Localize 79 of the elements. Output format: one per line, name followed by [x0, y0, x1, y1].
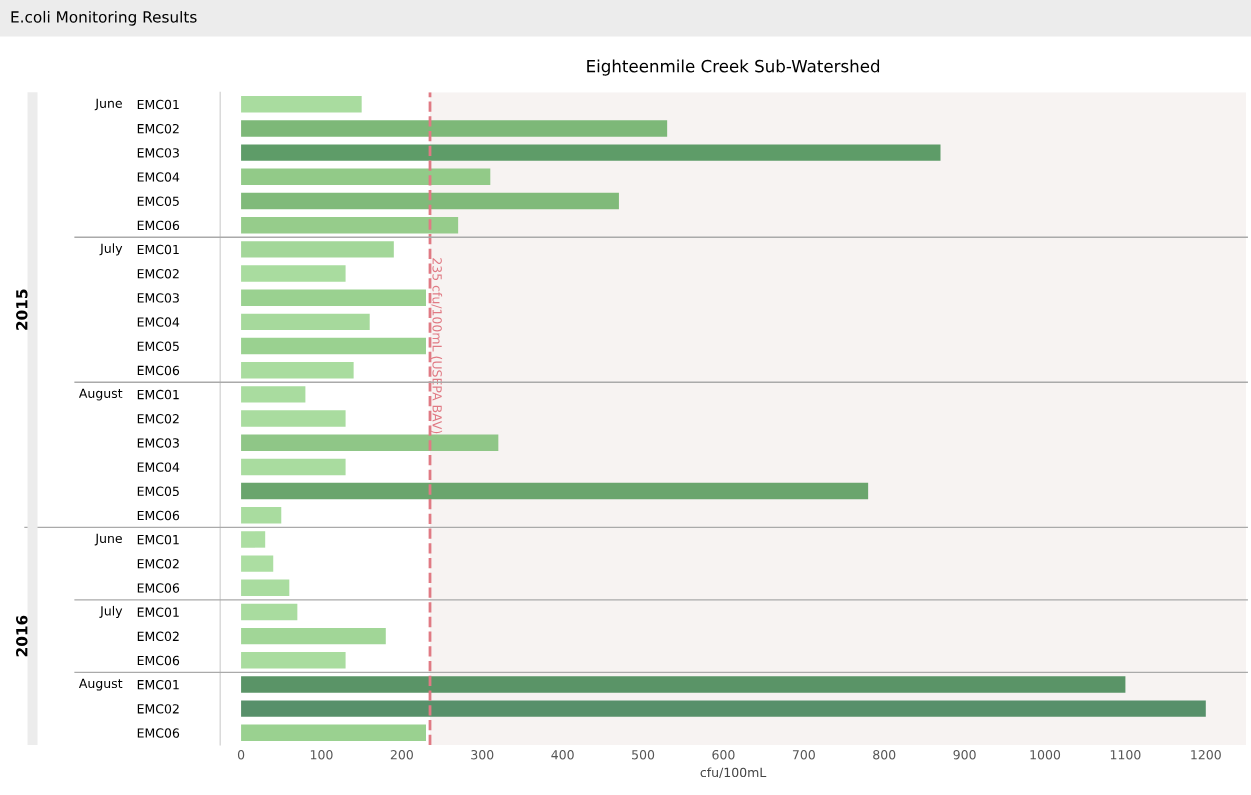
x-tick-label: 600	[712, 750, 735, 760]
bar	[241, 482, 869, 500]
text: 2015	[16, 289, 28, 330]
y-tick-label: EMC02	[137, 414, 179, 424]
x-tick-label: 300	[471, 750, 494, 760]
bar	[241, 289, 426, 306]
y-tick-label: EMC06	[137, 728, 180, 738]
x-tick-label: 100	[310, 750, 333, 760]
x-tick-label: 400	[551, 750, 574, 760]
y-tick-label: EMC01	[137, 99, 179, 110]
bar	[241, 724, 426, 742]
bar	[241, 652, 346, 669]
bar	[241, 676, 1126, 693]
bar	[241, 168, 491, 186]
y-tick-label: EMC06	[137, 510, 180, 521]
bar	[241, 313, 370, 331]
x-tick-label: 900	[953, 750, 976, 760]
x-tick-label: 700	[792, 750, 815, 760]
text: July	[99, 243, 123, 256]
chart-title: E.coli Monitoring Results	[11, 10, 197, 26]
y-tick-label: EMC01	[137, 679, 179, 690]
bar	[241, 120, 668, 137]
x-tick-label: 200	[390, 750, 413, 760]
text: June	[94, 533, 122, 546]
bar	[241, 144, 941, 161]
x-tick-label: 1000	[1030, 750, 1061, 760]
y-tick-label: EMC06	[137, 365, 180, 376]
bar	[241, 627, 386, 645]
bar	[241, 531, 266, 548]
bar	[241, 555, 274, 572]
y-tick-label: EMC01	[137, 389, 179, 400]
ref-line-label: 235 cfu/100mL (USEPA BAV)	[430, 258, 443, 434]
y-tick-label: EMC02	[137, 123, 179, 134]
x-tick-label: 500	[632, 750, 655, 760]
y-tick-label: EMC05	[137, 341, 179, 351]
y-tick-label: EMC06	[137, 655, 180, 666]
y-tick-label: EMC02	[137, 704, 179, 714]
bar	[241, 507, 282, 524]
chart-subtitle: Eighteenmile Creek Sub-Watershed	[587, 59, 880, 76]
bar	[241, 96, 362, 113]
y-tick-label: EMC01	[137, 244, 179, 255]
bar	[241, 434, 499, 451]
y-tick-label: EMC01	[137, 607, 179, 617]
y-tick-label: EMC04	[137, 462, 180, 472]
text: July	[99, 605, 123, 619]
bar	[241, 410, 346, 427]
y-tick-label: EMC02	[137, 631, 179, 642]
bar	[241, 265, 346, 282]
bar	[241, 386, 306, 403]
bar	[241, 603, 298, 621]
bar	[241, 458, 346, 476]
y-tick-label: EMC05	[137, 196, 179, 206]
y-tick-label: EMC06	[137, 220, 180, 231]
y-tick-label: EMC04	[137, 172, 180, 182]
bar	[241, 192, 619, 210]
bar	[241, 362, 354, 379]
text: June	[94, 98, 122, 111]
x-tick-label: 800	[873, 750, 896, 760]
y-tick-label: EMC01	[137, 534, 179, 545]
bar	[241, 241, 394, 258]
y-tick-label: EMC02	[137, 559, 179, 569]
text: August	[78, 388, 123, 401]
x-tick-label: 0	[237, 750, 245, 760]
x-tick-label: 1200	[1191, 750, 1221, 760]
y-tick-label: EMC04	[137, 317, 180, 327]
y-tick-label: EMC02	[137, 269, 179, 279]
y-tick-label: EMC03	[137, 293, 179, 303]
bar	[241, 579, 290, 596]
text: 2016	[16, 615, 28, 657]
x-axis-title: cfu/100mL	[700, 767, 767, 779]
y-tick-label: EMC03	[137, 438, 179, 448]
text: August	[78, 678, 123, 691]
bar	[241, 700, 1206, 717]
bar	[241, 337, 426, 355]
y-tick-label: EMC03	[137, 148, 179, 158]
y-tick-label: EMC06	[137, 583, 180, 593]
bar	[241, 216, 459, 234]
y-tick-label: EMC05	[137, 486, 179, 497]
x-tick-label: 1100	[1110, 750, 1141, 760]
